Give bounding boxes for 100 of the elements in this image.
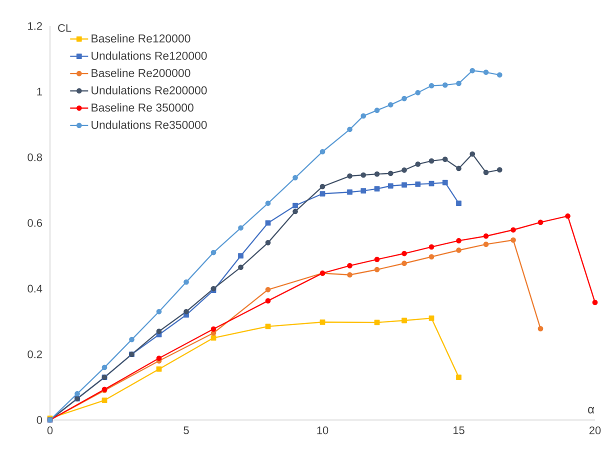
point [320,191,326,196]
point [184,308,189,314]
point [428,244,434,250]
point [456,374,462,380]
point [265,200,271,206]
x-tick-label: 10 [317,426,328,434]
point [470,151,476,157]
point [360,113,366,119]
y-tick-label: 0.8 [28,153,42,162]
y-tick-label: 1 [37,88,42,96]
point [156,308,162,314]
point [428,158,434,164]
point [347,262,352,268]
point [456,80,462,86]
legend-label: Undulations Re350000 [92,120,207,129]
point [360,188,366,194]
point [374,186,380,192]
point [292,174,298,180]
point [156,356,162,361]
legend-label: Undulations Re120000 [92,51,207,60]
point [442,156,448,162]
point [402,260,407,266]
point [388,183,394,189]
point [265,324,271,330]
y-axis-title: CL [58,24,72,32]
point [483,233,489,239]
point [402,250,407,256]
point [592,300,598,306]
point [74,391,80,396]
x-tick-label: 15 [453,426,464,434]
point [292,202,298,208]
y-tick-label: 0.2 [28,350,42,358]
point [456,200,462,206]
point [210,326,216,332]
point [510,227,516,233]
point [496,167,502,172]
y-tick-label: 0.6 [28,219,42,227]
y-tick-label: 0 [36,416,42,424]
point [184,279,189,285]
point [265,240,271,246]
point [428,83,434,88]
point [265,286,271,292]
point [102,364,108,370]
point [374,256,380,262]
point [442,82,448,88]
point [388,102,394,108]
point [415,182,421,187]
point [210,250,216,256]
legend-label: Undulations Re200000 [92,86,207,94]
point [428,316,434,321]
point [320,149,326,154]
point [320,319,326,325]
point [402,96,407,102]
x-tick-label: 0 [47,426,53,434]
point [565,213,570,219]
point [538,326,544,332]
point [156,366,162,372]
point [265,298,271,304]
x-axis-title: α [588,406,594,414]
point [470,68,476,74]
point [156,328,162,334]
point [456,166,462,172]
point [347,189,352,195]
point [238,225,244,231]
point [320,184,326,190]
x-tick-label: 20 [589,426,601,434]
point [402,167,407,173]
point [347,126,352,132]
point [402,318,407,324]
point [456,238,462,244]
point [510,237,516,243]
y-tick-label: 1.2 [28,22,42,30]
point [428,254,434,260]
point [496,72,502,78]
point [538,220,544,226]
point [292,208,298,214]
point [388,170,394,176]
point [402,182,407,188]
point [428,180,434,186]
legend-label: Baseline Re120000 [92,34,190,43]
x-tick-label: 5 [184,426,189,434]
point [102,398,108,403]
point [129,336,134,342]
point [210,335,216,341]
point [360,172,366,178]
point [483,242,489,248]
point [374,108,380,114]
point [483,70,489,75]
legend-label: Baseline Re200000 [92,68,190,78]
point [483,170,489,176]
point [238,253,244,259]
point [347,272,352,278]
point [415,90,421,96]
legend-label: Baseline Re 350000 [92,103,194,112]
point [347,173,352,179]
point [456,248,462,253]
point [374,171,380,177]
point [415,162,421,167]
point [374,266,380,272]
point [442,180,448,186]
